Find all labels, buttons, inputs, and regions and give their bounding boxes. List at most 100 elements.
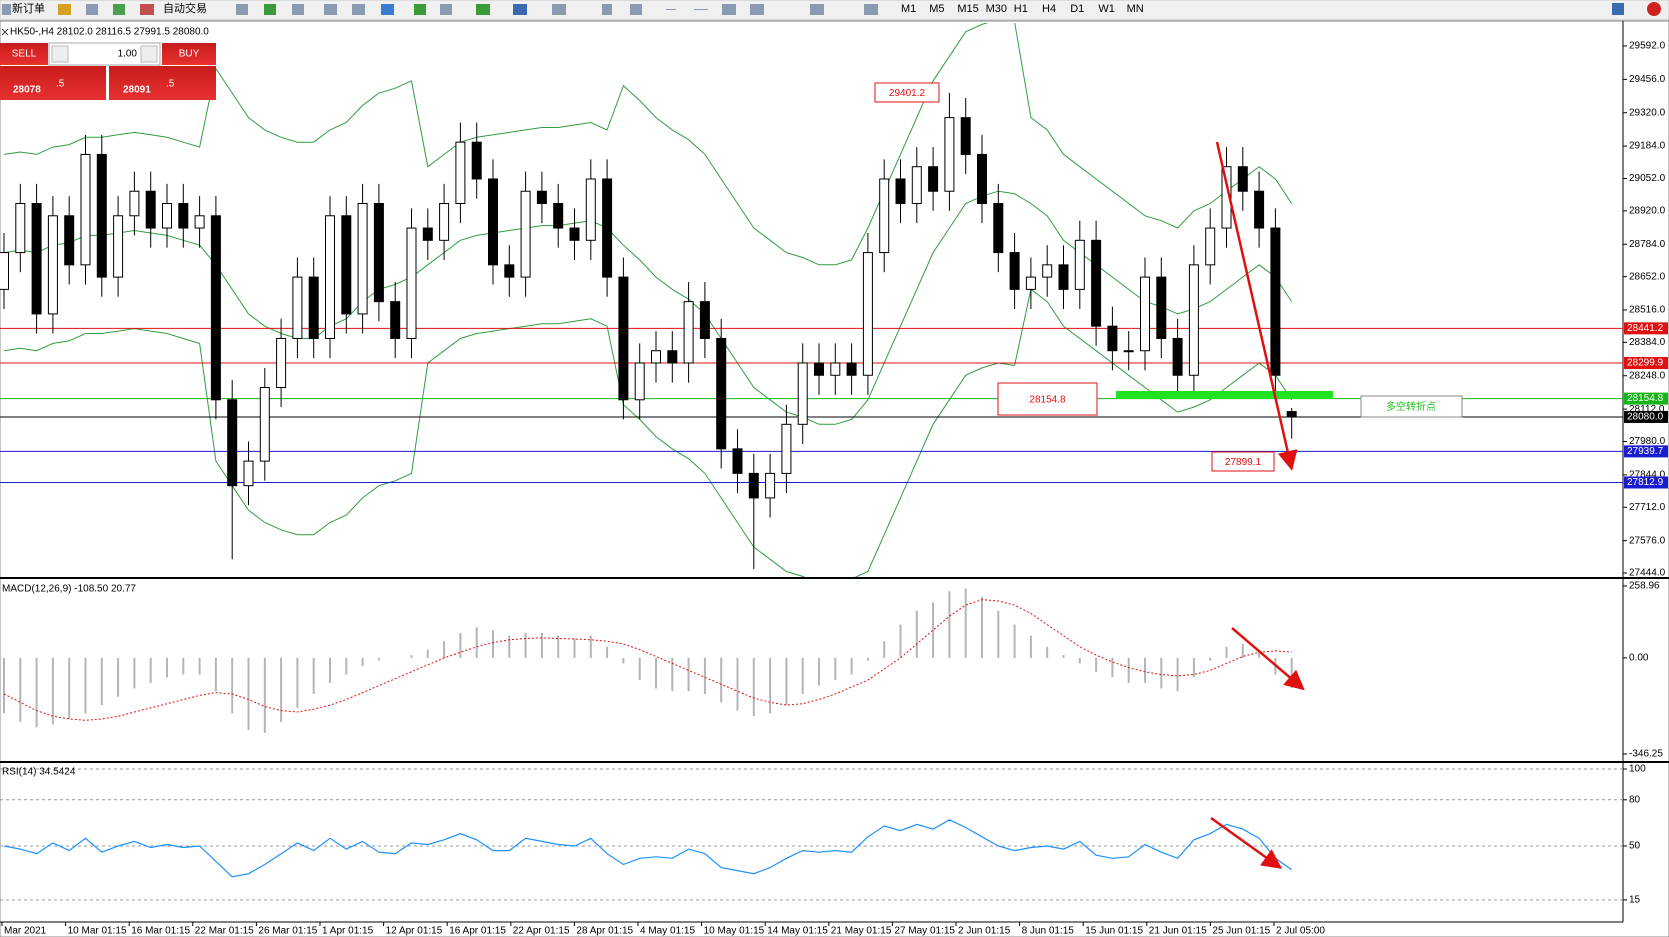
price-level-tag [1624, 357, 1668, 370]
annotations: 29401.2 28154.8 27899.1 多空转折点 [874, 82, 1463, 869]
candle-body [227, 399, 238, 487]
price-level-label: 28441.2 [1627, 323, 1664, 334]
bid-fraction: .5 [56, 79, 65, 90]
rsi-label: RSI(14) 34.5424 [2, 767, 76, 778]
y-tick-label: 27444.0 [1629, 568, 1666, 579]
candle-body [944, 117, 955, 192]
rsi-line [3, 819, 1293, 878]
chart-frame [0, 20, 1669, 937]
candle-body [259, 387, 270, 462]
timeframe-button[interactable]: W1 [1098, 3, 1115, 15]
timeframe-button[interactable]: H4 [1042, 3, 1056, 15]
x-tick-label: 15 Jun 01:15 [1085, 926, 1143, 937]
lots-value: 1.00 [118, 49, 138, 60]
y-tick-label: 15 [1629, 895, 1641, 906]
candle-body [618, 276, 629, 401]
bollinger-band [3, 288, 1293, 577]
candle-body [113, 215, 124, 278]
chart-header: HK50-,H4 28102.0 28116.5 27991.5 28080.0 [10, 27, 209, 38]
candle-body [1205, 227, 1216, 266]
candle-body [748, 472, 759, 499]
x-tick-label: Mar 2021 [4, 926, 47, 937]
candle-body [1140, 276, 1150, 352]
candle-body [504, 264, 515, 278]
timeframe-button[interactable]: M1 [901, 3, 916, 15]
candle-body [797, 362, 808, 425]
y-tick-label: 27980.0 [1629, 436, 1666, 447]
lots-down[interactable] [51, 45, 69, 63]
sell-button[interactable] [0, 43, 48, 65]
rsi-panel [0, 768, 1623, 901]
price-annotation: 28154.8 [1029, 395, 1066, 406]
price-level-label: 27939.7 [1627, 446, 1664, 457]
candle-body [488, 178, 498, 266]
y-tick-label: 28248.0 [1629, 370, 1666, 381]
y-tick-label: 29184.0 [1629, 141, 1666, 152]
candle-body [194, 215, 205, 229]
price-annotation-box [997, 382, 1098, 416]
y-tick-label: 28384.0 [1629, 337, 1666, 348]
y-tick-label: 29320.0 [1629, 107, 1666, 118]
candle-body [1123, 350, 1134, 353]
support-bar [1116, 391, 1333, 399]
y-tick-label: 27712.0 [1629, 502, 1666, 513]
candle-body [781, 423, 792, 474]
timeframe-button[interactable]: M15 [957, 3, 978, 15]
x-tick-label: 2 Jun 01:15 [958, 926, 1011, 937]
x-tick-label: 10 May 01:15 [704, 926, 765, 937]
y-tick-label: 28516.0 [1629, 305, 1666, 316]
y-tick-label: 29052.0 [1629, 173, 1666, 184]
candle-body [1058, 264, 1069, 290]
candle-body [569, 227, 580, 241]
candle-body [390, 301, 401, 339]
candle-body [862, 252, 873, 376]
price-annotation-box [874, 82, 940, 103]
timeframe-button[interactable]: D1 [1070, 3, 1084, 15]
ask-box[interactable] [109, 66, 216, 100]
timeframe-button[interactable]: MN [1127, 3, 1144, 15]
candle-body [846, 362, 857, 376]
timeframe-button[interactable]: M30 [986, 3, 1007, 15]
candle-body [243, 460, 254, 487]
timeframe-button[interactable]: H1 [1014, 3, 1028, 15]
candle-body [1172, 337, 1183, 376]
price-level-label: 28080.0 [1627, 412, 1664, 423]
note-box [1360, 395, 1463, 418]
buy-button[interactable] [162, 43, 216, 65]
bid-price: 28078 [13, 85, 41, 96]
y-tick-label: -346.25 [1629, 749, 1663, 760]
candle-body [699, 301, 710, 339]
bid-box[interactable] [0, 66, 106, 100]
x-tick-label: 10 Mar 01:15 [68, 926, 127, 937]
x-tick-label: 2 Jul 05:00 [1276, 926, 1325, 937]
lots-input[interactable] [48, 42, 161, 66]
price-panel [0, 23, 1623, 577]
lots-up[interactable] [140, 45, 158, 63]
toolbar [0, 0, 1669, 21]
candle-body [651, 350, 661, 364]
y-tick-label: 29456.0 [1629, 74, 1666, 85]
candle-body [928, 166, 939, 192]
candle-body [667, 350, 678, 364]
y-tick-label: 258.96 [1629, 581, 1660, 592]
candle-body [1042, 264, 1053, 278]
candle-body [325, 215, 335, 339]
x-tick-label: 16 Apr 01:15 [449, 926, 506, 937]
toolbar-button[interactable]: 自动交易 [163, 1, 207, 15]
axes: 29592.0 29456.0 29320.0 29184.0 29052.0 28920… [1, 41, 1668, 937]
timeframe-button[interactable]: M5 [929, 3, 944, 15]
price-annotation: 27899.1 [1225, 457, 1262, 468]
x-tick-label: 16 Mar 01:15 [131, 926, 190, 937]
x-tick-label: 4 May 01:15 [640, 926, 695, 937]
candle-body [683, 301, 694, 364]
candle-body [977, 153, 987, 205]
candle-body [1107, 325, 1118, 352]
x-tick-label: 27 May 01:15 [894, 926, 955, 937]
buy-label: BUY [179, 49, 200, 60]
x-tick-label: 25 Jun 01:15 [1212, 926, 1270, 937]
y-tick-label: 27844.0 [1629, 470, 1666, 481]
sell-label: SELL [12, 49, 37, 60]
candle-body [1237, 166, 1248, 192]
toolbar-button[interactable]: 新订单 [12, 1, 45, 15]
